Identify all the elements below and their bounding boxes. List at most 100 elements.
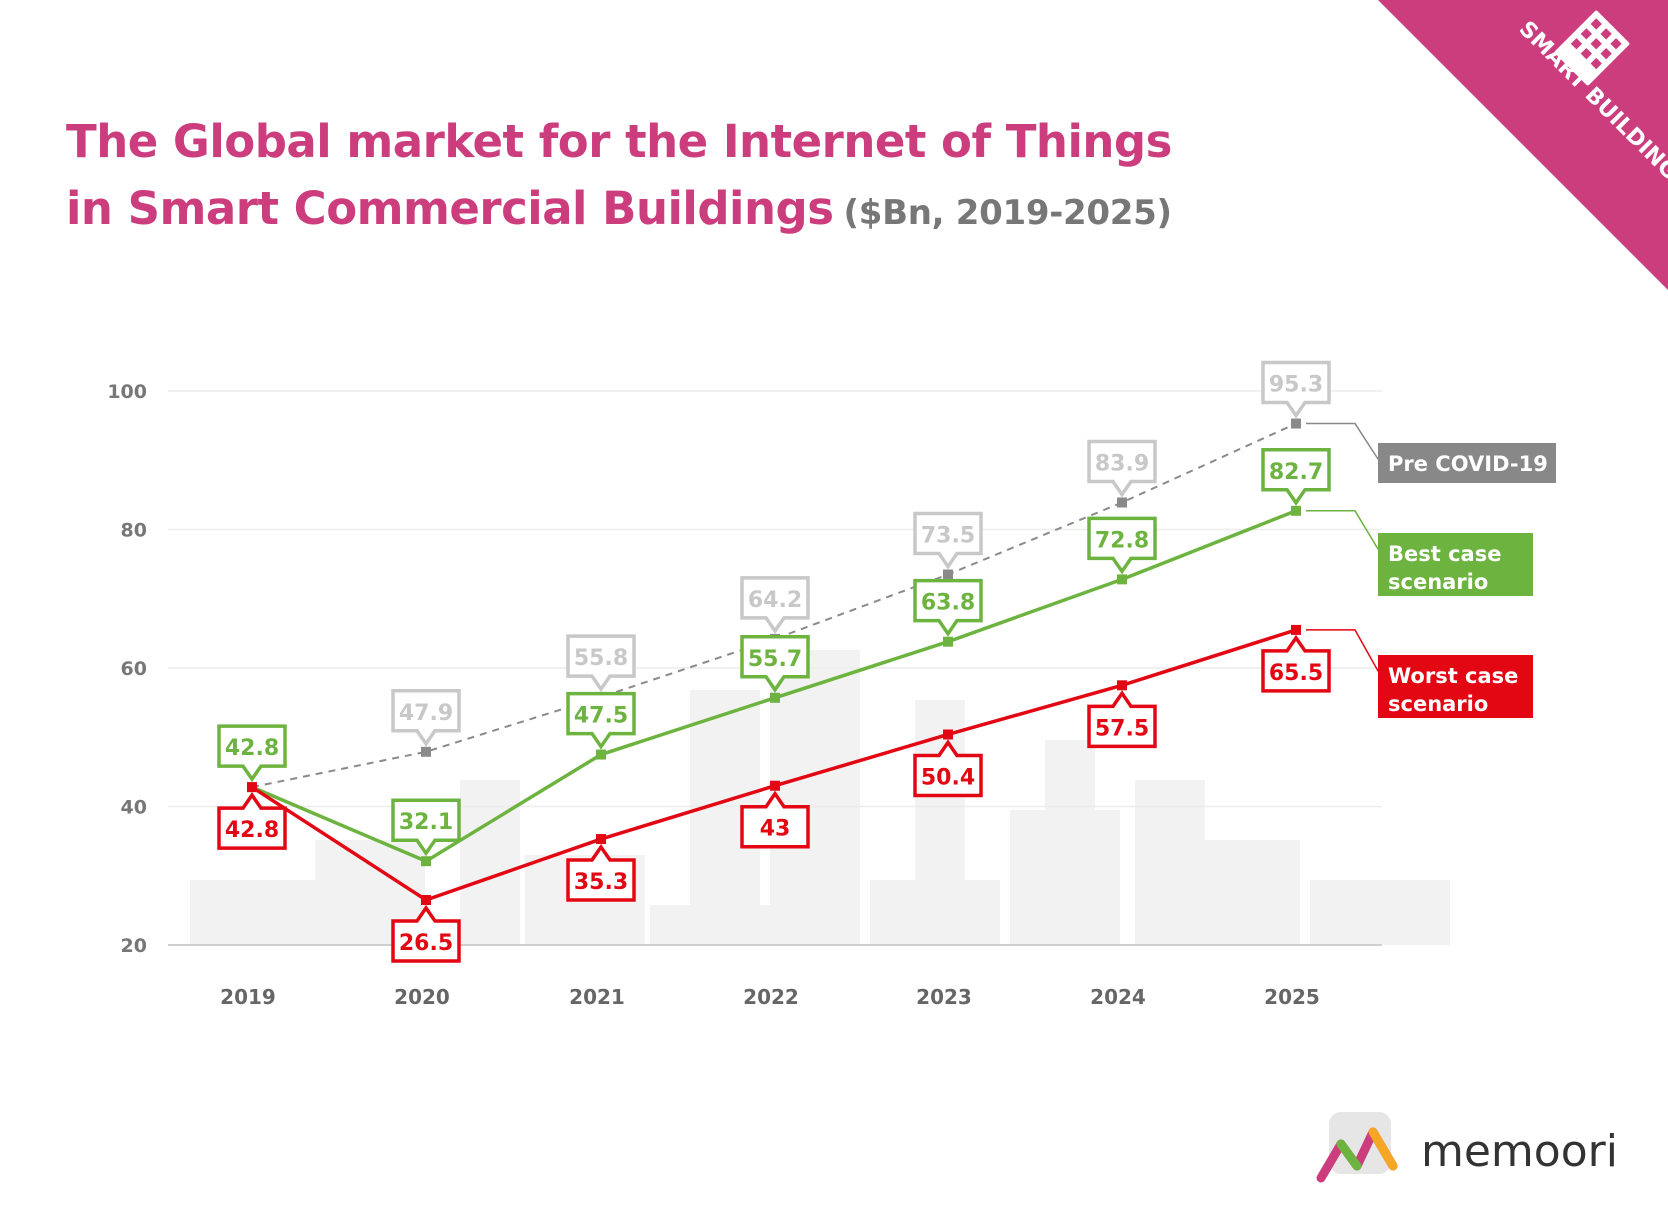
best-case-label-text: 32.1 [399, 810, 453, 835]
pre-covid-label-box [566, 634, 636, 693]
best-case-point [770, 692, 780, 703]
pre-covid-point [1291, 418, 1301, 429]
y-tick-label: 100 [107, 381, 147, 403]
legend: Pre COVID-19 Best case scenario Worst case s… [1306, 422, 1556, 718]
best-case-point [943, 636, 953, 647]
worst-case-label: 65.5 [1261, 634, 1331, 693]
y-tick-label: 60 [121, 658, 147, 680]
pre-covid-label-box [913, 511, 983, 570]
pre-covid-label-text: 47.9 [399, 701, 453, 726]
pre-covid-point [1117, 497, 1127, 508]
chart-title: The Global market for the Internet of Th… [66, 108, 1172, 247]
worst-case-point [1117, 680, 1127, 691]
worst-case-label-box [1087, 690, 1157, 749]
best-case-point [1291, 505, 1301, 516]
x-tick-label: 2023 [916, 985, 972, 1009]
x-tick-label: 2025 [1264, 985, 1320, 1009]
worst-case-label-text: 57.5 [1095, 716, 1149, 741]
bg-building [460, 780, 520, 945]
memoori-logo: memoori [1316, 1112, 1618, 1183]
worst-case-label: 50.4 [913, 739, 983, 798]
worst-case-point [596, 834, 606, 845]
pre-covid-label: 73.5 [913, 511, 983, 570]
best-case-label: 47.5 [566, 691, 636, 750]
title-units: ($Bn, 2019-2025) [843, 193, 1172, 233]
pre-covid-label-text: 83.9 [1095, 451, 1149, 476]
legend-pre-covid-box [1378, 443, 1556, 483]
x-tick-label: 2024 [1090, 985, 1146, 1009]
y-tick-label: 40 [121, 797, 147, 819]
title-line-2: in Smart Commercial Buildings ($Bn, 2019-… [66, 175, 1172, 247]
best-case-label-box [566, 691, 636, 750]
pre-covid-label-text: 73.5 [921, 524, 975, 549]
x-tick-label: 2021 [569, 985, 625, 1009]
best-case-label: 42.8 [217, 724, 287, 783]
pre-covid-label-box [1087, 439, 1157, 498]
best-case-label: 32.1 [391, 798, 461, 857]
title-line-2-text: in Smart Commercial Buildings [66, 182, 834, 235]
legend-pre-covid-text: Pre COVID-19 [1388, 452, 1548, 476]
best-case-label: 82.7 [1261, 448, 1331, 506]
best-case-label: 63.8 [913, 578, 983, 637]
x-tick-label: 2020 [394, 985, 450, 1009]
worst-case-label-box [1261, 634, 1331, 693]
x-tick-label: 2022 [743, 985, 799, 1009]
worst-case-label-text: 50.4 [921, 765, 975, 790]
best-case-label-box [1261, 448, 1331, 506]
memoori-logo-icon [1316, 1112, 1398, 1183]
best-case-label-text: 72.8 [1095, 528, 1149, 553]
worst-case-label-box [566, 843, 636, 902]
pre-covid-label-text: 95.3 [1269, 373, 1323, 398]
bg-building [1310, 880, 1450, 945]
pre-covid-label: 55.8 [566, 634, 636, 693]
title-line-1: The Global market for the Internet of Th… [66, 115, 1172, 168]
worst-case-label: 57.5 [1087, 690, 1157, 749]
worst-case-point [770, 780, 780, 791]
pre-covid-label-text: 64.2 [748, 588, 802, 613]
pre-covid-label-box [1261, 360, 1331, 419]
building-icon [1554, 10, 1630, 86]
pre-covid-point [943, 569, 953, 580]
worst-case-label-box [913, 739, 983, 798]
best-case-label-text: 47.5 [574, 704, 628, 729]
x-axis: 2019 2020 2021 2022 2023 2024 2025 [220, 985, 1320, 1009]
worst-case-label-text: 42.8 [225, 818, 279, 843]
worst-case-label: 42.8 [217, 792, 287, 850]
legend-best-case-text: Best case [1388, 542, 1501, 566]
bg-building [770, 650, 860, 945]
worst-case-label-box [217, 792, 287, 850]
worst-case-label-text: 43 [760, 817, 791, 842]
best-case-point [421, 856, 431, 867]
pre-covid-label: 83.9 [1087, 439, 1157, 498]
worst-case-label-text: 26.5 [399, 931, 453, 956]
best-case-label-box [217, 724, 287, 783]
legend-best-case-box [1378, 533, 1533, 596]
x-tick-label: 2019 [220, 985, 276, 1009]
best-case-label-box [1087, 516, 1157, 575]
best-case-label-text: 82.7 [1269, 460, 1323, 485]
pre-covid-label-box [391, 689, 461, 747]
legend-worst-case-text: scenario [1388, 692, 1488, 716]
bg-building [190, 880, 320, 945]
worst-case-point [247, 782, 257, 793]
worst-case-label-box [391, 904, 461, 963]
smart-buildings-badge: SMART BUILDINGS [1378, 0, 1668, 290]
best-case-label-text: 55.7 [748, 647, 802, 672]
best-case-point [596, 749, 606, 760]
pre-covid-label-text: 55.8 [574, 646, 628, 671]
y-tick-label: 80 [121, 520, 147, 542]
best-case-label-text: 42.8 [225, 736, 279, 761]
bg-building [1045, 740, 1095, 945]
y-tick-label: 20 [121, 935, 147, 957]
legend-worst-case-text: Worst case [1388, 664, 1518, 688]
worst-case-label-box [740, 790, 810, 849]
bg-building [1200, 840, 1300, 945]
worst-case-point [1291, 624, 1301, 635]
best-case-point [1117, 574, 1127, 585]
worst-case-point [421, 894, 431, 905]
worst-case-label-text: 65.5 [1269, 661, 1323, 686]
legend-worst-case-box [1378, 655, 1533, 718]
y-axis: 20 40 60 80 100 [107, 381, 147, 957]
worst-case-label: 26.5 [391, 904, 461, 963]
